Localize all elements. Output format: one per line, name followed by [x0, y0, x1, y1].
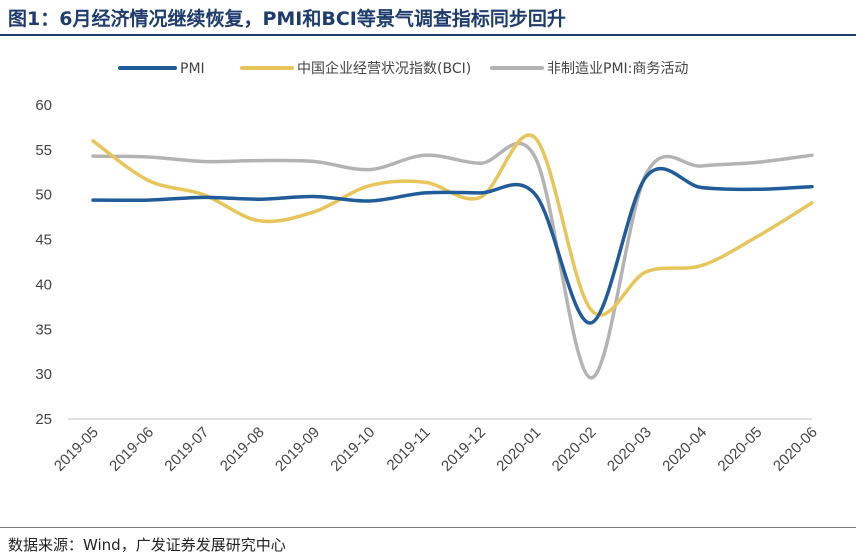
- footer-divider: [0, 527, 856, 528]
- source-note: 数据来源：Wind，广发证券发展研究中心: [8, 536, 286, 554]
- x-tick-label: 2020-06: [770, 424, 821, 475]
- legend-bci-label: 中国企业经营状况指数(BCI): [297, 60, 471, 77]
- x-tick-label: 2019-10: [327, 424, 378, 475]
- x-tick-label: 2019-08: [217, 424, 268, 475]
- x-tick-label: 2020-05: [715, 424, 766, 475]
- x-tick-label: 2020-04: [659, 424, 710, 475]
- x-tick-label: 2020-03: [604, 424, 655, 475]
- y-tick-label: 25: [35, 411, 52, 428]
- y-tick-label: 30: [35, 366, 52, 383]
- series-line-nonmfg-pmi: [91, 141, 814, 380]
- y-tick-label: 60: [35, 97, 52, 114]
- x-tick-label: 2019-09: [272, 424, 323, 475]
- y-tick-label: 35: [35, 321, 52, 338]
- x-tick-label: 2019-05: [51, 424, 102, 475]
- chart-title: 图1：6月经济情况继续恢复，PMI和BCI等景气调查指标同步回升: [8, 8, 566, 30]
- y-tick-label: 55: [35, 142, 52, 159]
- x-tick-label: 2020-02: [549, 424, 600, 475]
- title-divider: [0, 34, 856, 36]
- y-tick-label: 40: [35, 276, 52, 293]
- y-tick-label: 45: [35, 232, 52, 249]
- x-tick-label: 2019-11: [384, 424, 434, 474]
- series-line-pmi: [91, 167, 814, 325]
- x-tick-label: 2019-12: [438, 424, 489, 475]
- legend-pmi-label: PMI: [180, 61, 205, 77]
- y-tick-label: 50: [35, 187, 52, 204]
- x-tick-label: 2019-06: [106, 424, 157, 475]
- legend-nonmfg-pmi-label: 非制造业PMI:商务活动: [547, 61, 688, 77]
- x-tick-label: 2019-07: [161, 424, 212, 475]
- series-line-bci: [91, 133, 814, 317]
- x-tick-label: 2020-01: [493, 424, 544, 475]
